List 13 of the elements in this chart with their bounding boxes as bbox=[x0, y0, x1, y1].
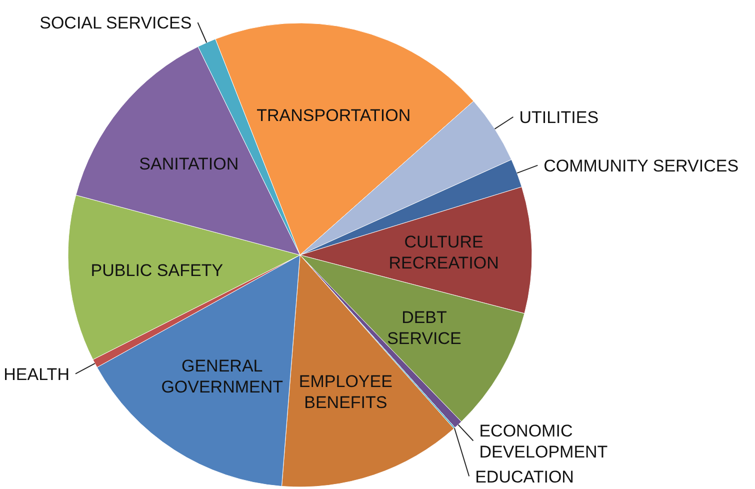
slice-label: PUBLIC SAFETY bbox=[90, 260, 224, 280]
slice-label: DEBT SERVICE bbox=[387, 307, 462, 348]
slice-label: UTILITIES bbox=[519, 107, 599, 126]
slice-label: SANITATION bbox=[139, 154, 239, 174]
slice-label: EMPLOYEE BENEFITS bbox=[298, 371, 392, 412]
slice-label: HEALTH bbox=[4, 364, 70, 384]
slice-label: TRANSPORTATION bbox=[256, 106, 411, 125]
slice-label: COMMUNITY SERVICES bbox=[544, 156, 739, 175]
slice-label: ECONOMIC DEVELOPMENT bbox=[479, 420, 608, 461]
slice-label: EDUCATION bbox=[475, 466, 574, 486]
slice-label: GENERAL GOVERNMENT bbox=[161, 356, 284, 396]
slice-label: CULTURE RECREATION bbox=[388, 232, 499, 272]
slice-label: SOCIAL SERVICES bbox=[40, 12, 192, 32]
